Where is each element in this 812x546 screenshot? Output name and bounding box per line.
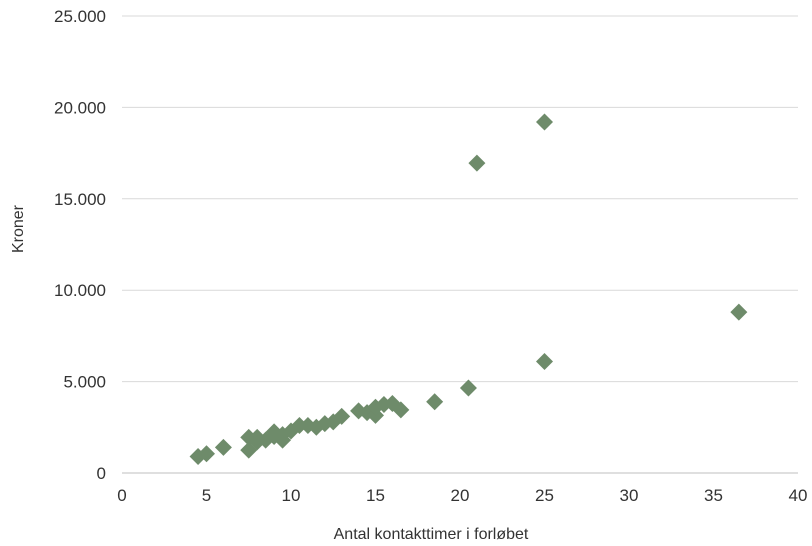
y-tick-label: 25.000 [54,7,106,26]
data-point [468,154,486,172]
x-tick-label: 20 [451,486,470,505]
data-point [426,393,444,411]
x-tick-label: 15 [366,486,385,505]
data-point [333,407,351,425]
y-tick-label: 15.000 [54,190,106,209]
data-point [459,379,477,397]
y-axis-label: Kroner [10,204,27,253]
x-axis-label: Antal kontakttimer i forløbet [334,526,529,543]
x-tick-label: 5 [202,486,211,505]
data-point [536,352,553,370]
x-tick-label: 0 [117,486,126,505]
data-points [189,113,748,466]
data-point [392,401,410,419]
data-point [730,303,748,321]
data-point [536,113,553,131]
data-point [214,438,232,456]
y-tick-label: 5.000 [63,373,106,392]
y-tick-label: 20.000 [54,98,106,117]
grid-lines [122,15,798,383]
data-point [198,445,215,463]
y-axis-tick-labels: 0 5.000 10.000 15.000 20.000 25.000 [54,7,106,483]
x-tick-label: 25 [535,486,554,505]
x-tick-label: 40 [789,486,808,505]
x-tick-label: 35 [704,486,723,505]
x-axis-tick-labels: 0 5 10 15 20 25 30 35 40 [117,486,807,505]
x-tick-label: 10 [282,486,301,505]
y-tick-label: 10.000 [54,281,106,300]
y-tick-label: 0 [97,464,106,483]
x-tick-label: 30 [620,486,639,505]
